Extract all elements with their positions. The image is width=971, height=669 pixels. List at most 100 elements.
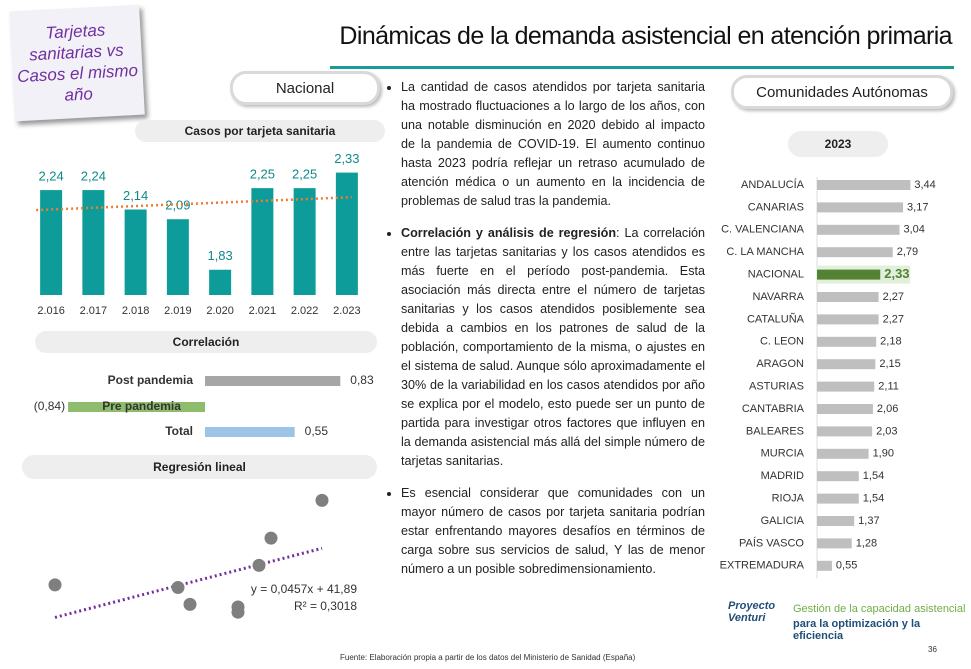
sticky-note-text: Tarjetas sanitarias vs Casos el mismo añ… — [16, 20, 139, 105]
bar — [817, 426, 873, 437]
point — [171, 581, 185, 594]
sticky-note: Tarjetas sanitarias vs Casos el mismo añ… — [9, 4, 145, 122]
logo-name: Proyecto Venturi — [728, 600, 776, 624]
point — [183, 597, 197, 611]
category-label: C. LA MANCHA — [726, 246, 804, 258]
point — [48, 578, 62, 592]
comunidades-pill: Comunidades Autónomas — [731, 75, 953, 109]
bar — [335, 172, 358, 295]
x-tick-label: 2.017 — [80, 305, 108, 317]
category-label: RIOJA — [772, 493, 805, 505]
bar — [817, 314, 879, 325]
category-label: PAÍS VASCO — [739, 536, 804, 549]
value-label: 3,17 — [907, 201, 928, 213]
value-label: 2,18 — [880, 336, 901, 348]
bar — [817, 560, 832, 571]
title-rule — [330, 66, 954, 69]
bar — [817, 269, 881, 280]
bullet-text: Es esencial considerar que comunidades c… — [401, 486, 705, 576]
bar — [817, 202, 904, 213]
value-label: (0,84) — [34, 399, 65, 413]
value-label: 1,54 — [863, 493, 884, 505]
x-tick-label: 2.018 — [122, 305, 150, 317]
source: Fuente: Elaboración propia a partir de l… — [340, 653, 636, 662]
bar — [817, 381, 875, 392]
regression-title: Regresión lineal — [22, 455, 377, 479]
category-label: NAVARRA — [752, 291, 804, 303]
point — [264, 531, 278, 545]
category-label: Post pandemia — [108, 373, 194, 387]
value-label: 1,90 — [873, 448, 894, 460]
regression-annotation: y = 0,0457x + 41,89 — [251, 582, 357, 596]
value-label: 1,54 — [863, 470, 884, 482]
category-label: Pre pandemia — [102, 399, 181, 413]
category-label: Total — [165, 424, 193, 438]
x-tick-label: 2.023 — [333, 305, 361, 317]
category-label: ARAGON — [756, 358, 804, 370]
category-label: ANDALUCÍA — [741, 178, 805, 191]
bar — [82, 190, 105, 295]
category-label: CANTABRIA — [742, 403, 805, 415]
bar — [251, 188, 274, 295]
correlation-title: Correlación — [35, 331, 377, 353]
title: Dinámicas de la demanda asistencial en a… — [339, 22, 952, 50]
bar — [817, 180, 911, 190]
x-tick-label: 2.022 — [291, 305, 319, 317]
category-label: BALEARES — [746, 425, 804, 437]
bar — [817, 404, 873, 414]
value-label: 2,27 — [883, 291, 904, 303]
bullet-list: La cantidad de casos atendidos por tarje… — [385, 78, 705, 579]
bar — [817, 538, 852, 549]
bullet: Correlación y análisis de regresión: La … — [401, 224, 705, 471]
value-label: 1,28 — [856, 537, 877, 549]
bar — [817, 493, 859, 504]
bar — [817, 516, 855, 526]
bullet: Es esencial considerar que comunidades c… — [401, 484, 705, 579]
value-label: 2,03 — [876, 425, 897, 437]
value-label: 1,83 — [207, 248, 232, 263]
value-label: 2,14 — [123, 188, 148, 203]
category-label: CATALUÑA — [747, 312, 805, 325]
bar — [817, 292, 879, 302]
value-label: 3,04 — [904, 224, 925, 236]
value-label: 2,33 — [884, 266, 909, 281]
point — [252, 558, 266, 572]
bar — [205, 376, 341, 386]
bar — [293, 188, 316, 295]
value-label: 2,79 — [897, 246, 918, 258]
category-label: CANARIAS — [748, 201, 804, 213]
value-label: 2,15 — [879, 358, 900, 370]
point — [315, 493, 329, 507]
bar — [124, 209, 147, 295]
logo-tagline: para la optimización y la eficiencia — [793, 618, 921, 642]
bar — [40, 190, 63, 295]
bar — [166, 219, 189, 295]
bar — [817, 247, 893, 258]
x-tick-label: 2.019 — [164, 305, 192, 317]
nacional-pill: Nacional — [230, 71, 380, 105]
category-label: C. VALENCIANA — [721, 224, 805, 236]
bar — [817, 448, 869, 459]
bar — [817, 224, 900, 235]
regression-annotation: R² = 0,3018 — [294, 599, 357, 613]
value-label: 0,83 — [350, 373, 374, 387]
x-tick-label: 2.021 — [249, 305, 277, 317]
value-label: 0,55 — [305, 424, 329, 438]
value-label: 1,37 — [858, 515, 879, 527]
bullet-text: La cantidad de casos atendidos por tarje… — [401, 80, 705, 208]
bar — [817, 471, 859, 482]
value-label: 2,27 — [883, 313, 904, 325]
value-label: 2,33 — [334, 151, 359, 166]
logo-tagline: Gestión de la capacidad asistencial — [793, 603, 966, 615]
bar — [205, 427, 295, 437]
value-label: 2,11 — [878, 381, 899, 393]
category-label: C. LEON — [760, 336, 804, 348]
bar — [817, 336, 877, 347]
point — [231, 605, 245, 619]
bullet-text: : La correlación entre las tarjetas sani… — [401, 226, 706, 468]
x-tick-label: 2.016 — [37, 305, 65, 317]
bullet-bold: Correlación y análisis de regresión — [401, 226, 617, 240]
category-label: NACIONAL — [748, 269, 804, 281]
